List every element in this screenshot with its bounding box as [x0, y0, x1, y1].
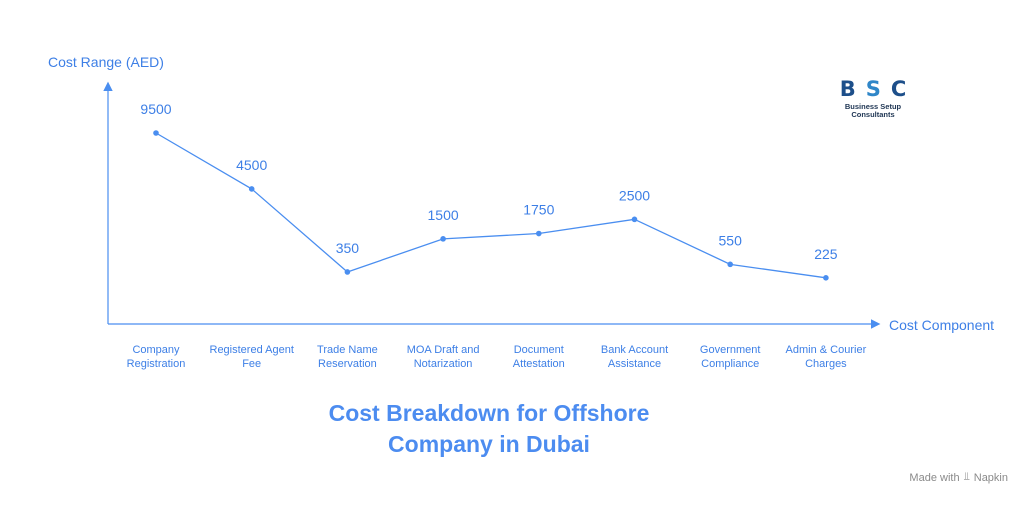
data-point [727, 261, 733, 268]
x-tick-label: Bank Account Assistance [601, 344, 668, 370]
series-line [155, 132, 826, 279]
data-point [153, 130, 159, 136]
x-tick-label: Admin & Courier Charges [786, 344, 867, 370]
data-label: 350 [336, 240, 360, 256]
logo-letter-b: B [839, 77, 856, 101]
y-axis-title: Cost Range (AED) [48, 54, 164, 70]
data-point [344, 269, 351, 275]
logo-letters: B S C [836, 75, 910, 103]
x-tick-label: Company Registration [127, 344, 186, 370]
bsc-logo: B S C Business Setup Consultants [836, 75, 910, 119]
x-axis-title: Cost Component [889, 317, 994, 333]
napkin-logo-icon: ⫫ [963, 471, 970, 483]
made-with-napkin[interactable]: Made with ⫫ Napkin [909, 471, 1008, 484]
data-label: 1750 [523, 202, 554, 218]
data-label: 9500 [140, 101, 171, 117]
data-point [248, 186, 255, 192]
x-tick-label: Document Attestation [513, 344, 565, 370]
data-label: 4500 [236, 157, 267, 173]
data-point [823, 275, 829, 281]
logo-letter-s: S [865, 77, 881, 101]
data-label: 550 [719, 232, 743, 248]
data-label: 2500 [619, 187, 650, 203]
logo-subtitle-line-1: Business Setup [844, 102, 902, 111]
data-point [440, 236, 446, 242]
x-tick-label: Government Compliance [700, 344, 761, 370]
x-tick-label: Trade Name Reservation [317, 344, 378, 370]
chart-title-line-2: Company in Dubai [388, 431, 590, 457]
data-label: 1500 [428, 207, 459, 223]
data-label: 225 [814, 246, 838, 262]
chart-title: Cost Breakdown for Offshore Company in D… [0, 398, 978, 460]
logo-subtitle-line-2: Consultants [851, 110, 895, 119]
x-tick-label: Registered Agent Fee [210, 344, 294, 370]
made-with-text: Made with [909, 471, 960, 484]
chart-title-line-1: Cost Breakdown for Offshore [328, 400, 650, 426]
napkin-brand-text: Napkin [973, 471, 1008, 484]
logo-letter-c: C [890, 77, 907, 101]
x-tick-label: MOA Draft and Notarization [407, 344, 480, 370]
data-point [536, 230, 542, 237]
data-point [631, 216, 638, 223]
logo-subtitle: Business Setup Consultants [836, 103, 910, 119]
